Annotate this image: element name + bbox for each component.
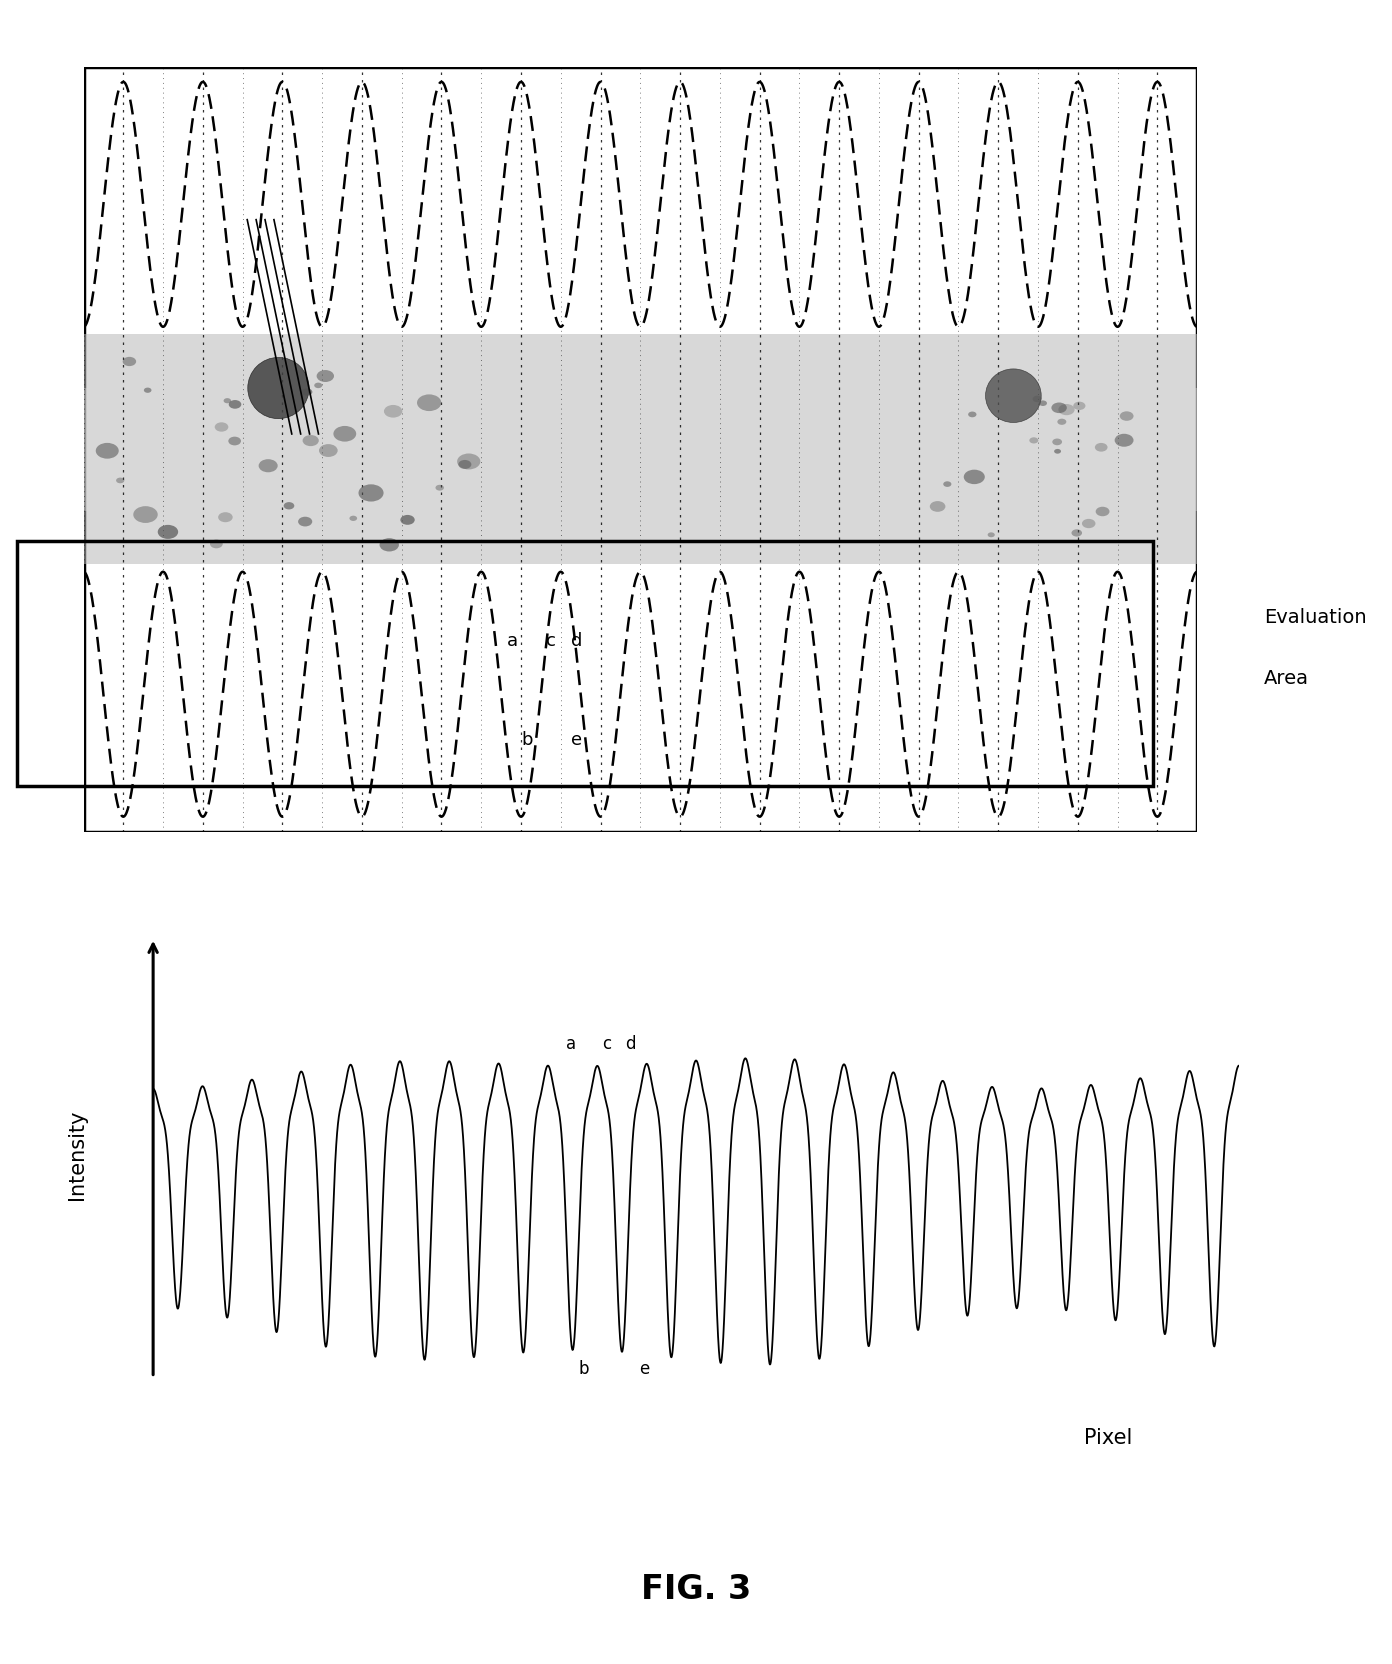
Circle shape — [1119, 411, 1133, 421]
Circle shape — [316, 369, 334, 383]
Text: e: e — [571, 730, 582, 749]
Ellipse shape — [986, 369, 1041, 423]
Text: Pixel: Pixel — [1084, 1428, 1133, 1448]
Circle shape — [1052, 439, 1062, 446]
Circle shape — [319, 444, 338, 458]
Text: a: a — [567, 1035, 576, 1053]
Circle shape — [1096, 443, 1108, 451]
Bar — [84, 334, 1197, 564]
Circle shape — [1033, 396, 1043, 403]
Circle shape — [1115, 434, 1133, 446]
Circle shape — [401, 514, 415, 524]
Ellipse shape — [248, 358, 309, 419]
Circle shape — [963, 469, 984, 484]
Circle shape — [930, 501, 945, 513]
Circle shape — [1058, 404, 1075, 416]
Circle shape — [1073, 401, 1086, 409]
Circle shape — [302, 388, 312, 396]
Circle shape — [458, 459, 472, 469]
Circle shape — [96, 443, 118, 459]
Text: b: b — [521, 730, 533, 749]
Circle shape — [380, 537, 400, 551]
Text: d: d — [625, 1035, 636, 1053]
Text: c: c — [603, 1035, 611, 1053]
Circle shape — [1058, 419, 1066, 424]
Circle shape — [1038, 401, 1047, 406]
Circle shape — [315, 383, 323, 388]
Circle shape — [1054, 449, 1061, 454]
Circle shape — [122, 356, 136, 366]
Circle shape — [210, 539, 223, 549]
Text: Area: Area — [1264, 669, 1308, 689]
Circle shape — [259, 459, 277, 473]
Circle shape — [284, 503, 294, 509]
Bar — [17, 541, 1153, 785]
Circle shape — [219, 513, 232, 522]
Text: a: a — [507, 632, 518, 649]
Circle shape — [349, 516, 358, 521]
Circle shape — [1029, 438, 1038, 444]
Circle shape — [228, 436, 241, 446]
Circle shape — [457, 454, 480, 469]
Text: e: e — [639, 1359, 649, 1378]
Circle shape — [988, 532, 995, 537]
Circle shape — [116, 478, 124, 483]
Text: d: d — [571, 632, 582, 649]
Text: Intensity: Intensity — [67, 1110, 88, 1200]
Circle shape — [298, 518, 312, 526]
Circle shape — [134, 506, 157, 522]
Text: c: c — [546, 632, 557, 649]
Circle shape — [157, 524, 178, 539]
Circle shape — [384, 404, 402, 418]
Circle shape — [1051, 403, 1066, 413]
Circle shape — [436, 484, 444, 491]
Circle shape — [1096, 508, 1109, 516]
Circle shape — [224, 398, 231, 403]
Text: FIG. 3: FIG. 3 — [640, 1572, 752, 1606]
Circle shape — [334, 426, 356, 441]
Circle shape — [228, 399, 241, 409]
Bar — [84, 388, 1197, 511]
Circle shape — [143, 388, 152, 393]
Circle shape — [302, 434, 319, 446]
Circle shape — [944, 481, 951, 488]
Circle shape — [214, 423, 228, 431]
Circle shape — [359, 484, 384, 501]
Circle shape — [418, 394, 441, 411]
Circle shape — [1072, 529, 1082, 536]
Text: Evaluation: Evaluation — [1264, 607, 1367, 627]
Text: b: b — [579, 1359, 589, 1378]
Circle shape — [969, 411, 977, 418]
Circle shape — [1082, 519, 1096, 527]
